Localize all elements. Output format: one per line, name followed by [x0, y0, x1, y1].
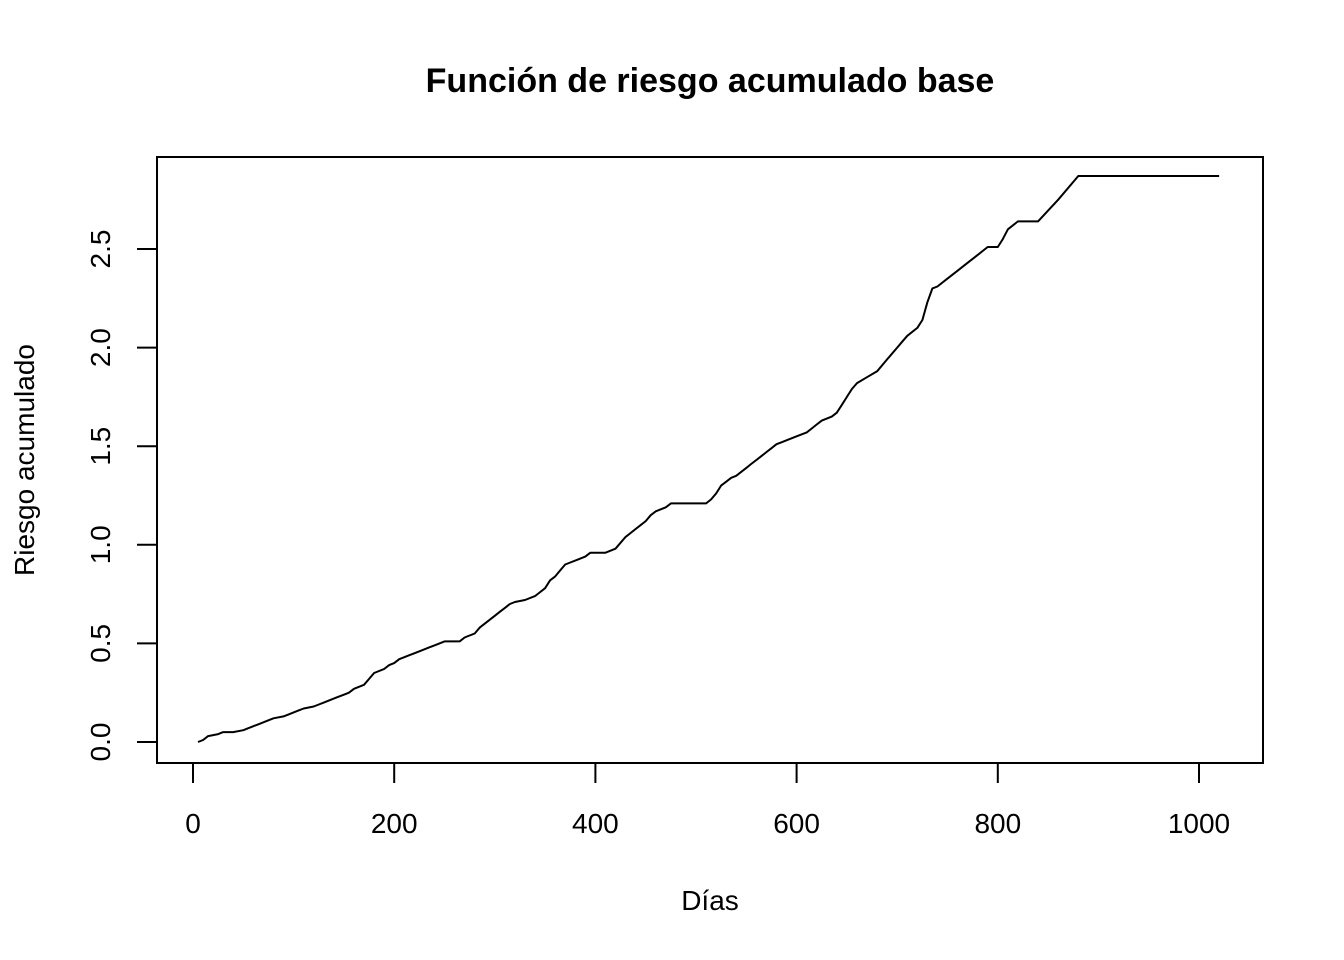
x-tick-label: 200: [371, 808, 418, 839]
chart-title: Función de riesgo acumulado base: [426, 62, 995, 100]
x-tick-label: 0: [185, 808, 201, 839]
y-tick-label: 2.0: [85, 328, 116, 367]
series-line: [197, 175, 1220, 743]
x-axis-label: Días: [681, 885, 739, 916]
y-tick-label: 1.0: [85, 525, 116, 564]
x-tick-label: 400: [572, 808, 619, 839]
y-tick-label: 2.5: [85, 230, 116, 269]
x-axis: 0 200 400 600 800 1000: [185, 762, 1230, 839]
x-tick-label: 1000: [1168, 808, 1230, 839]
plot-frame: [156, 156, 1264, 764]
series-layer: [197, 175, 1220, 743]
x-tick-label: 800: [974, 808, 1021, 839]
y-tick-label: 0.5: [85, 624, 116, 663]
x-tick-label: 600: [773, 808, 820, 839]
y-tick-label: 1.5: [85, 427, 116, 466]
y-tick-label: 0.0: [85, 723, 116, 762]
y-axis-label: Riesgo acumulado: [9, 344, 40, 576]
y-axis: 0.0 0.5 1.0 1.5 2.0 2.5: [85, 230, 158, 762]
